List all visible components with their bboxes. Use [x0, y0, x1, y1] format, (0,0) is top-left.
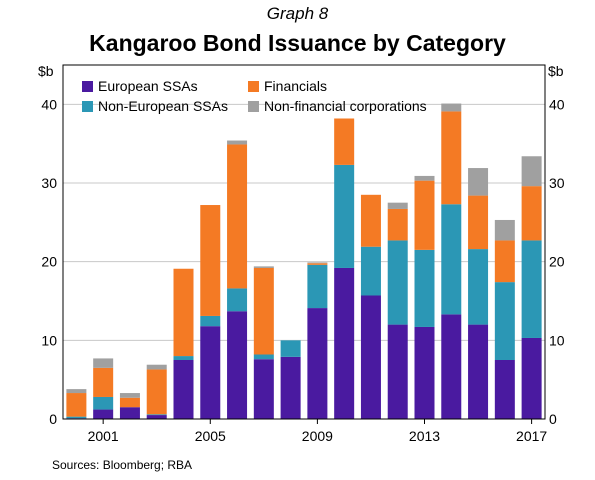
legend-swatch [82, 100, 93, 112]
bar-segment [280, 356, 301, 419]
bar-segment [521, 337, 542, 419]
bar-segment [414, 326, 435, 419]
bar-segment [200, 315, 221, 327]
bar-segment [414, 180, 435, 250]
bar-segment [227, 140, 248, 145]
bar-segment [334, 267, 355, 419]
y-axis-unit-right: $b [548, 63, 564, 79]
legend-swatch [82, 80, 93, 92]
bar-segment [227, 288, 248, 312]
bar-segment [93, 396, 114, 410]
bar-segment [441, 314, 462, 419]
bar-segment [521, 156, 542, 187]
bar-segment [200, 205, 221, 316]
chart-title: Kangaroo Bond Issuance by Category [89, 30, 506, 56]
bar-segment [441, 103, 462, 112]
y-tick-label-right: 40 [549, 96, 565, 112]
bar-segment [494, 282, 515, 360]
bar-segment [307, 264, 328, 309]
bar-segment [360, 194, 381, 247]
bar-segment [521, 240, 542, 338]
bar-segment [307, 262, 328, 264]
y-tick-label-left: 20 [41, 254, 57, 270]
legend-item-non-financial-corporations: Non-financial corporations [248, 98, 427, 114]
legend-swatch [248, 80, 259, 92]
legend-label: Non-European SSAs [98, 98, 228, 114]
bar-segment [494, 240, 515, 283]
bar-segment [360, 295, 381, 419]
chart-legend: European SSAs Financials Non-European SS… [82, 78, 512, 118]
bar-segment [334, 164, 355, 268]
bar-segment [494, 360, 515, 419]
bar-segment [146, 369, 167, 415]
y-tick-label-right: 30 [549, 175, 565, 191]
bar-segment [307, 308, 328, 419]
bar-segment [253, 267, 274, 355]
graph-number-label: Graph 8 [266, 4, 329, 23]
y-tick-label-left: 0 [49, 411, 57, 427]
x-tick-label: 2005 [195, 428, 226, 444]
bar-segment [387, 202, 408, 209]
bar-segment [360, 246, 381, 296]
legend-swatch [248, 100, 259, 112]
bar-segment [468, 324, 489, 419]
legend-item-non-european-ssas: Non-European SSAs [82, 98, 228, 114]
bar-segment [173, 360, 194, 419]
bar-segment [93, 358, 114, 368]
legend-label: European SSAs [98, 78, 198, 94]
bar-segment [173, 268, 194, 357]
legend-item-european-ssas: European SSAs [82, 78, 198, 94]
bar-segment [200, 326, 221, 419]
bar-segment [173, 356, 194, 360]
bar-segment [334, 118, 355, 165]
bar-segment [93, 367, 114, 397]
bar-segment [253, 266, 274, 268]
bar-segment [66, 389, 87, 394]
x-tick-label: 2013 [409, 428, 440, 444]
x-tick-label: 2017 [516, 428, 547, 444]
bar-segment [280, 340, 301, 357]
bar-segment [227, 144, 248, 289]
bar-segment [414, 249, 435, 327]
y-tick-label-right: 0 [549, 411, 557, 427]
bar-segment [146, 414, 167, 416]
x-tick-label: 2009 [302, 428, 333, 444]
bar-segment [441, 204, 462, 315]
plot-frame [62, 64, 546, 420]
y-tick-label-right: 10 [549, 332, 565, 348]
bar-segment [441, 111, 462, 205]
bar-segment [468, 168, 489, 196]
bar-segment [468, 249, 489, 325]
bar-segment [468, 195, 489, 250]
bar-segment [253, 359, 274, 419]
y-axis-unit-left: $b [38, 63, 54, 79]
x-tick-label: 2001 [88, 428, 119, 444]
bar-segment [387, 324, 408, 419]
bar-segment [146, 364, 167, 370]
bar-segment [414, 175, 435, 181]
bar-segment [66, 416, 87, 419]
source-note: Sources: Bloomberg; RBA [52, 458, 193, 472]
legend-label: Non-financial corporations [264, 98, 427, 114]
bar-segment [93, 409, 114, 419]
bar-segment [387, 240, 408, 325]
y-tick-label-left: 10 [41, 332, 57, 348]
y-tick-label-left: 40 [41, 96, 57, 112]
bar-segment [66, 393, 87, 417]
bar-segment [494, 219, 515, 241]
bar-segment [387, 208, 408, 241]
bar-segment [119, 393, 140, 398]
bar-segment [307, 263, 328, 265]
bar-segment [119, 407, 140, 419]
y-tick-label-left: 30 [41, 175, 57, 191]
y-tick-label-right: 20 [549, 254, 565, 270]
legend-item-financials: Financials [248, 78, 327, 94]
bar-segment [227, 311, 248, 419]
bar-segment [119, 397, 140, 408]
legend-label: Financials [264, 78, 328, 94]
bar-segment [253, 354, 274, 360]
bar-segment [146, 415, 167, 419]
bar-segment [521, 186, 542, 241]
